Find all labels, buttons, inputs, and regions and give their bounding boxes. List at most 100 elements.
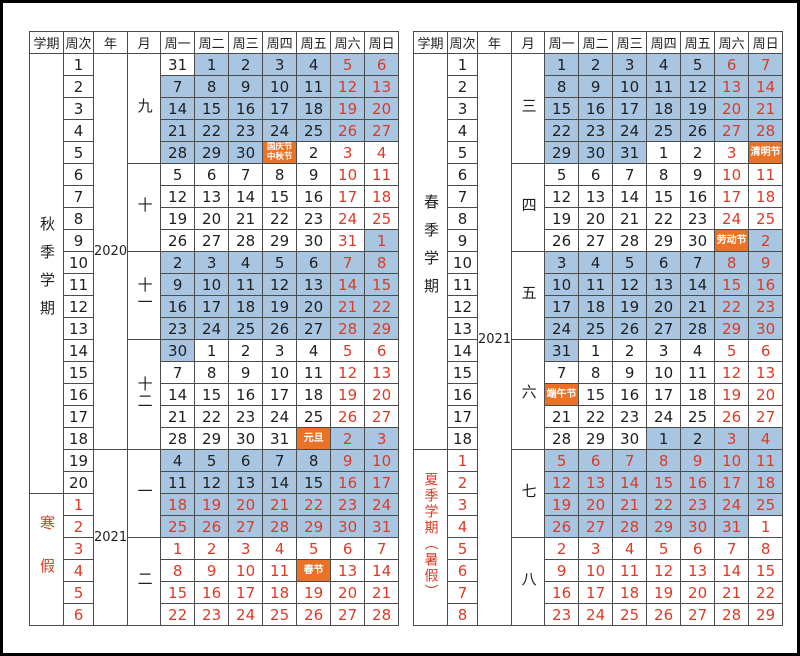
month-cell: 六 bbox=[511, 339, 546, 450]
calendar-week-row: 12 16 17 18 19 20 21 22 bbox=[30, 295, 400, 318]
month-label: 三 bbox=[519, 98, 538, 115]
day-cell: 17 bbox=[262, 383, 298, 406]
day-cell: 8 bbox=[262, 163, 298, 186]
day-cell: 28 bbox=[330, 317, 366, 340]
day-cell: 9 bbox=[160, 273, 196, 296]
day-cell: 23 bbox=[296, 207, 332, 230]
day-cell: 20 bbox=[364, 97, 400, 120]
day-cell: 21 bbox=[544, 405, 580, 428]
day-cell: 4 bbox=[262, 537, 298, 560]
week-number-cell: 13 bbox=[63, 317, 94, 340]
day-cell: 17 bbox=[228, 581, 264, 604]
day-cell: 1 bbox=[578, 339, 614, 362]
calendar-week-row: 18 28 29 30 31 元旦 2 3 bbox=[30, 427, 400, 450]
day-cell: 20 bbox=[228, 493, 264, 516]
day-cell: 22 bbox=[714, 295, 750, 318]
day-cell: 17 bbox=[714, 185, 750, 208]
day-cell: 8 bbox=[544, 75, 580, 98]
holiday-cell: 清明节 bbox=[748, 141, 784, 164]
day-cell: 8 bbox=[364, 251, 400, 274]
day-cell: 14 bbox=[612, 185, 648, 208]
day-cell: 12 bbox=[714, 361, 750, 384]
day-cell: 15 bbox=[262, 185, 298, 208]
week-number-cell: 15 bbox=[447, 361, 478, 384]
day-cell: 3 bbox=[578, 537, 614, 560]
header-cell: 周二 bbox=[194, 31, 230, 54]
day-cell: 8 bbox=[748, 537, 784, 560]
day-cell: 2 bbox=[680, 141, 716, 164]
month-label: 五 bbox=[519, 285, 538, 302]
day-cell: 16 bbox=[228, 383, 264, 406]
week-number-cell: 11 bbox=[63, 273, 94, 296]
holiday-cell: 春节 bbox=[296, 559, 332, 582]
day-cell: 23 bbox=[680, 207, 716, 230]
day-cell: 19 bbox=[680, 97, 716, 120]
day-cell: 14 bbox=[680, 273, 716, 296]
month-label: 六 bbox=[519, 384, 538, 401]
day-cell: 26 bbox=[160, 229, 196, 252]
header-cell: 周五 bbox=[296, 31, 332, 54]
month-cell: 五 bbox=[511, 251, 546, 340]
day-cell: 12 bbox=[612, 273, 648, 296]
day-cell: 13 bbox=[646, 273, 682, 296]
day-cell: 8 bbox=[194, 361, 230, 384]
week-number-cell: 18 bbox=[63, 427, 94, 450]
day-cell: 6 bbox=[194, 163, 230, 186]
day-cell: 15 bbox=[646, 185, 682, 208]
day-cell: 23 bbox=[330, 493, 366, 516]
day-cell: 27 bbox=[194, 229, 230, 252]
spring-summer-calendar-body: 春季学期 1 2021 三 1 2 3 4 5 6 7 2 8 9 10 11 12 13 14 3 15 16 17 18 1… bbox=[413, 53, 784, 626]
day-cell: 14 bbox=[714, 559, 750, 582]
day-cell: 20 bbox=[578, 207, 614, 230]
day-cell: 22 bbox=[364, 295, 400, 318]
day-cell: 9 bbox=[228, 361, 264, 384]
calendar-week-row: 6 9 10 11 12 13 14 15 bbox=[414, 559, 784, 582]
day-cell: 29 bbox=[748, 603, 784, 626]
week-number-cell: 8 bbox=[447, 207, 478, 230]
day-cell: 14 bbox=[364, 559, 400, 582]
day-cell: 28 bbox=[612, 229, 648, 252]
day-cell: 5 bbox=[544, 163, 580, 186]
holiday-cell: 元旦 bbox=[296, 427, 332, 450]
week-number-cell: 6 bbox=[447, 163, 478, 186]
day-cell: 18 bbox=[612, 581, 648, 604]
day-cell: 25 bbox=[296, 405, 332, 428]
day-cell: 6 bbox=[680, 537, 716, 560]
day-cell: 31 bbox=[364, 515, 400, 538]
calendar-week-row: 3 14 15 16 17 18 19 20 bbox=[30, 97, 400, 120]
calendar-week-row: 8 19 20 21 22 23 24 25 bbox=[414, 207, 784, 230]
day-cell: 31 bbox=[160, 53, 196, 76]
day-cell: 16 bbox=[296, 185, 332, 208]
month-cell: 七 bbox=[511, 449, 546, 538]
calendar-week-row: 5 28 29 30 国庆节 中秋节 2 3 4 bbox=[30, 141, 400, 164]
day-cell: 30 bbox=[748, 317, 784, 340]
day-cell: 22 bbox=[194, 405, 230, 428]
day-cell: 14 bbox=[160, 97, 196, 120]
day-cell: 19 bbox=[646, 581, 682, 604]
day-cell: 3 bbox=[646, 339, 682, 362]
day-cell: 6 bbox=[228, 449, 264, 472]
day-cell: 5 bbox=[544, 449, 580, 472]
day-cell: 28 bbox=[714, 603, 750, 626]
day-cell: 7 bbox=[714, 537, 750, 560]
day-cell: 13 bbox=[194, 185, 230, 208]
week-number-cell: 4 bbox=[447, 119, 478, 142]
calendar-week-row: 4 26 27 28 29 30 31 1 bbox=[414, 515, 784, 538]
day-cell: 1 bbox=[646, 427, 682, 450]
day-cell: 13 bbox=[364, 75, 400, 98]
day-cell: 13 bbox=[680, 559, 716, 582]
day-cell: 18 bbox=[578, 295, 614, 318]
day-cell: 1 bbox=[544, 53, 580, 76]
day-cell: 2 bbox=[330, 427, 366, 450]
day-cell: 9 bbox=[748, 251, 784, 274]
day-cell: 8 bbox=[714, 251, 750, 274]
day-cell: 23 bbox=[544, 603, 580, 626]
day-cell: 31 bbox=[612, 141, 648, 164]
day-cell: 8 bbox=[296, 449, 332, 472]
week-number-cell: 14 bbox=[63, 339, 94, 362]
day-cell: 6 bbox=[364, 53, 400, 76]
day-cell: 30 bbox=[160, 339, 196, 362]
day-cell: 5 bbox=[160, 163, 196, 186]
day-cell: 23 bbox=[578, 119, 614, 142]
week-number-cell: 7 bbox=[447, 581, 478, 604]
